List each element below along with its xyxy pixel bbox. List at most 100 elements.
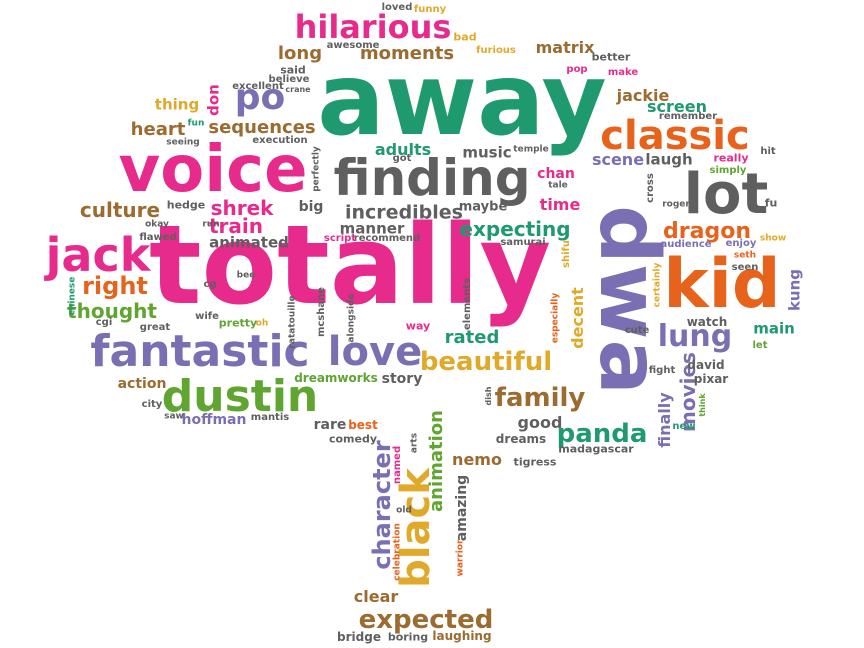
cloud-word-rare: rare (313, 417, 347, 433)
cloud-word-alongside: alongside (346, 293, 357, 343)
cloud-word-character: character (368, 440, 396, 570)
cloud-word-dreamworks: dreamworks (294, 371, 378, 385)
cloud-word-enjoy: enjoy (725, 238, 757, 249)
cloud-word-dragon: dragon (663, 219, 751, 244)
cloud-word-furious: furious (476, 45, 516, 56)
cloud-word-voice: voice (118, 133, 308, 207)
cloud-word-hedge: hedge (166, 198, 206, 212)
cloud-word-laugh: laugh (645, 150, 693, 169)
cloud-word-let: let (752, 340, 768, 351)
cloud-word-certainly: certainly (652, 262, 663, 308)
cloud-word-decent: decent (568, 287, 587, 349)
cloud-word-tale: tale (548, 180, 568, 191)
cloud-word-samurai: samurai (500, 237, 546, 248)
cloud-word-temple: temple (513, 144, 549, 155)
cloud-word-thing: thing (154, 95, 200, 114)
cloud-word-cg: cg (203, 279, 217, 290)
cloud-word-recommend: recommend (353, 233, 421, 244)
cloud-word-fun: fun (187, 118, 205, 129)
cloud-word-culture: culture (79, 198, 161, 222)
cloud-word-rogen: rogen (662, 199, 692, 210)
cloud-word-beautiful: beautiful (419, 347, 553, 377)
cloud-word-hit: hit (760, 146, 776, 157)
cloud-word-cross: cross (645, 173, 656, 203)
cloud-word-script: script (323, 233, 357, 244)
cloud-word-pretty: pretty (218, 316, 258, 330)
cloud-word-kid: kid (663, 245, 781, 324)
cloud-word-especially: especially (550, 292, 561, 344)
cloud-word-sequences: sequences (208, 117, 316, 138)
cloud-word-shrek: shrek (210, 196, 274, 220)
cloud-word-cute: cute (624, 325, 650, 336)
cloud-word-arts: arts (409, 432, 420, 454)
cloud-word-fantastic: fantastic (90, 326, 310, 377)
cloud-word-really: really (713, 151, 749, 165)
cloud-word-named: named (392, 445, 403, 485)
cloud-word-rated: rated (444, 327, 500, 348)
cloud-word-mantis: mantis (250, 412, 290, 423)
cloud-word-music: music (462, 143, 512, 162)
cloud-word-animated: animated (209, 233, 289, 252)
cloud-word-remember: remember (658, 111, 718, 122)
cloud-word-comedy: comedy (328, 432, 378, 446)
cloud-word-kung: kung (785, 268, 804, 312)
cloud-word-oh: oh (255, 318, 269, 329)
cloud-word-nemo: nemo (452, 450, 502, 469)
cloud-word-seeing: seeing (166, 137, 200, 148)
cloud-word-old: old (396, 505, 412, 516)
cloud-word-jack: jack (45, 228, 151, 282)
cloud-word-pop: pop (566, 64, 588, 75)
cloud-word-way: way (405, 319, 431, 333)
cloud-word-clear: clear (353, 587, 399, 606)
cloud-word-time: time (539, 195, 581, 214)
cloud-word-seen: seen (731, 262, 759, 273)
cloud-word-love: love (327, 329, 423, 375)
cloud-word-said: said (280, 63, 306, 77)
cloud-word-warrior: warrior (455, 539, 466, 577)
cloud-word-dustin: dustin (161, 371, 319, 422)
cloud-word-adults: adults (374, 140, 432, 159)
cloud-word-audience: audience (660, 239, 712, 250)
cloud-word-dreams: dreams (495, 432, 547, 446)
cloud-word-pixar: pixar (693, 372, 729, 386)
cloud-word-loved: loved (381, 2, 413, 13)
cloud-word-excellent: excellent (232, 81, 284, 92)
cloud-word-animation: animation (426, 410, 447, 512)
cloud-word-show: show (759, 233, 787, 244)
cloud-word-good: good (517, 413, 563, 432)
cloud-word-heart: heart (130, 119, 186, 140)
cloud-word-away: away (317, 41, 607, 158)
cloud-word-screen: screen (647, 97, 707, 116)
cloud-word-classic: classic (600, 113, 750, 159)
cloud-word-jackie: jackie (616, 86, 670, 105)
cloud-word-celebration: celebration (392, 523, 403, 581)
cloud-word-train: train (208, 214, 264, 238)
cloud-word-saw: saw (164, 411, 184, 422)
cloud-word-scene: scene (591, 150, 645, 169)
cloud-word-think: think (698, 393, 707, 417)
cloud-word-make: make (607, 67, 639, 78)
cloud-word-funny: funny (413, 4, 447, 15)
cloud-word-matrix: matrix (535, 38, 595, 57)
cloud-word-fu: fu (764, 196, 778, 210)
cloud-word-incredibles: incredibles (345, 201, 463, 224)
cloud-word-big: big (298, 199, 324, 215)
cloud-word-tigress: tigress (513, 455, 557, 469)
cloud-word-maybe: maybe (458, 199, 508, 215)
cloud-word-mcshane: mcshane (316, 286, 327, 338)
cloud-word-panda: panda (556, 419, 648, 449)
cloud-word-perfectly: perfectly (311, 146, 322, 192)
cloud-word-family: family (494, 383, 586, 413)
cloud-word-watch: watch (686, 315, 728, 329)
cloud-word-action: action (117, 376, 167, 392)
cloud-word-better: better (591, 50, 631, 64)
cloud-word-madagascar: madagascar (558, 442, 634, 456)
cloud-word-finding: finding (333, 149, 531, 207)
cloud-word-chinese: chinese (67, 276, 78, 316)
cloud-word-laughing: laughing (432, 629, 492, 643)
cloud-word-bridge: bridge (337, 630, 381, 644)
cloud-word-lung: lung (657, 319, 733, 354)
cloud-word-got: got (392, 153, 412, 164)
cloud-word-don: don (204, 84, 223, 116)
